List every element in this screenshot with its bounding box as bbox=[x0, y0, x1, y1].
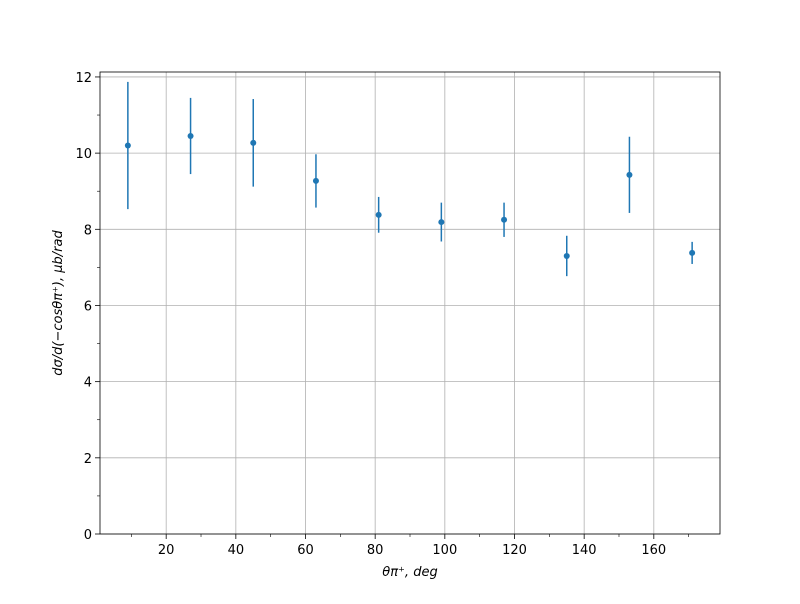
x-axis-label: θπ⁺, deg bbox=[382, 565, 437, 580]
data-point bbox=[124, 142, 131, 149]
y-tick-label: 6 bbox=[84, 299, 92, 314]
data-point bbox=[312, 177, 319, 184]
data-point bbox=[501, 216, 508, 223]
y-tick-label: 12 bbox=[75, 71, 92, 86]
y-tick-label: 4 bbox=[84, 376, 92, 391]
plot-frame bbox=[99, 71, 721, 535]
x-tick-label: 140 bbox=[572, 543, 597, 558]
data-point bbox=[250, 139, 257, 146]
x-tick-label: 40 bbox=[228, 543, 245, 558]
y-tick-label: 2 bbox=[84, 452, 92, 467]
data-point bbox=[187, 132, 194, 139]
y-tick-label: 0 bbox=[84, 528, 92, 543]
data-point bbox=[375, 211, 382, 218]
x-tick-label: 100 bbox=[432, 543, 457, 558]
data-point bbox=[438, 219, 445, 226]
data-point bbox=[563, 252, 570, 259]
x-tick-label: 60 bbox=[297, 543, 314, 558]
y-axis-label: dσ/d(−cosθπ⁺), μb/rad bbox=[51, 230, 66, 376]
data-point bbox=[626, 171, 633, 178]
x-tick-label: 120 bbox=[502, 543, 527, 558]
y-tick-label: 8 bbox=[84, 223, 92, 238]
x-tick-label: 80 bbox=[367, 543, 384, 558]
x-tick-label: 160 bbox=[641, 543, 666, 558]
x-tick-label: 20 bbox=[158, 543, 175, 558]
data-point bbox=[689, 249, 696, 256]
y-tick-label: 10 bbox=[75, 147, 92, 162]
